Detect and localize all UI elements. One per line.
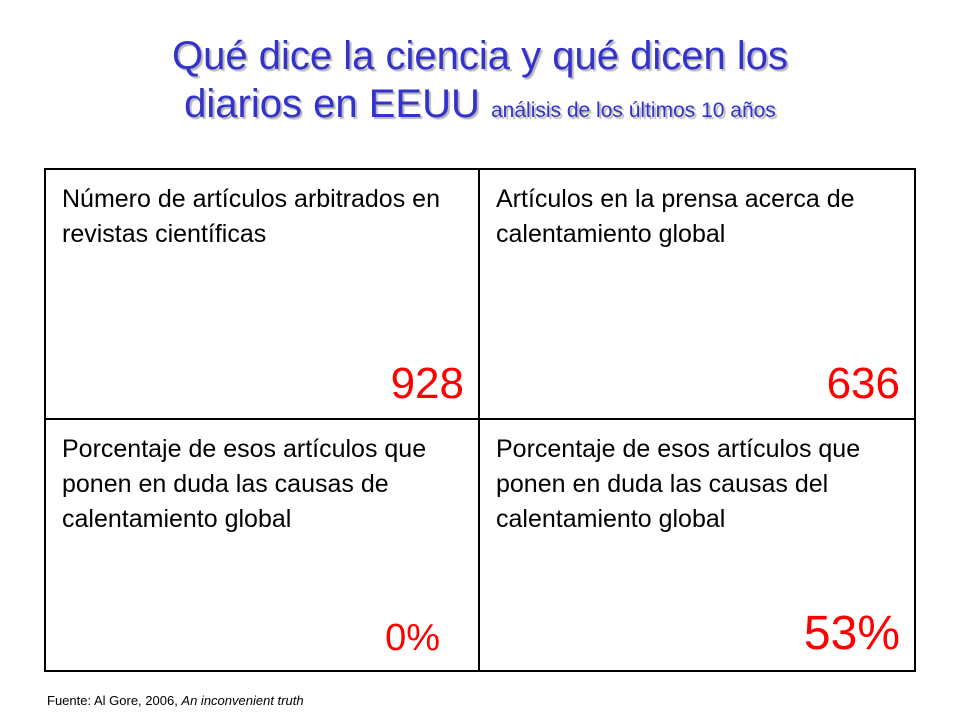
cell-value: 53% bbox=[803, 607, 900, 660]
source-citation: Fuente: Al Gore, 2006, An inconvenient t… bbox=[47, 693, 304, 708]
title-line-2-text: diarios en EEUU bbox=[184, 82, 480, 126]
source-prefix: Fuente: Al Gore, 2006, bbox=[47, 693, 182, 708]
cell-label: Porcentaje de esos artículos que ponen e… bbox=[62, 435, 427, 533]
title-line-2: diarios en EEUU análisis de los últimos … bbox=[0, 80, 960, 135]
cell-value: 928 bbox=[390, 359, 464, 408]
comparison-table: Número de artículos arbitrados en revist… bbox=[44, 168, 916, 672]
cell-label: Número de artículos arbitrados en revist… bbox=[62, 185, 440, 248]
cell-press-articles: Artículos en la prensa acerca de calenta… bbox=[480, 170, 914, 420]
title-subtitle: análisis de los últimos 10 años bbox=[490, 99, 776, 122]
cell-scientific-articles: Número de artículos arbitrados en revist… bbox=[46, 170, 480, 420]
cell-value: 636 bbox=[826, 359, 900, 408]
title-line-1: Qué dice la ciencia y qué dicen los bbox=[172, 34, 788, 78]
slide-title: Qué dice la ciencia y qué dicen los diar… bbox=[0, 32, 960, 135]
cell-scientific-doubt-percent: Porcentaje de esos artículos que ponen e… bbox=[46, 420, 480, 670]
cell-value: 0% bbox=[385, 617, 440, 659]
cell-label: Porcentaje de esos artículos que ponen e… bbox=[496, 435, 861, 533]
cell-press-doubt-percent: Porcentaje de esos artículos que ponen e… bbox=[480, 420, 914, 670]
source-work: An inconvenient truth bbox=[181, 693, 304, 708]
cell-label: Artículos en la prensa acerca de calenta… bbox=[496, 185, 855, 248]
